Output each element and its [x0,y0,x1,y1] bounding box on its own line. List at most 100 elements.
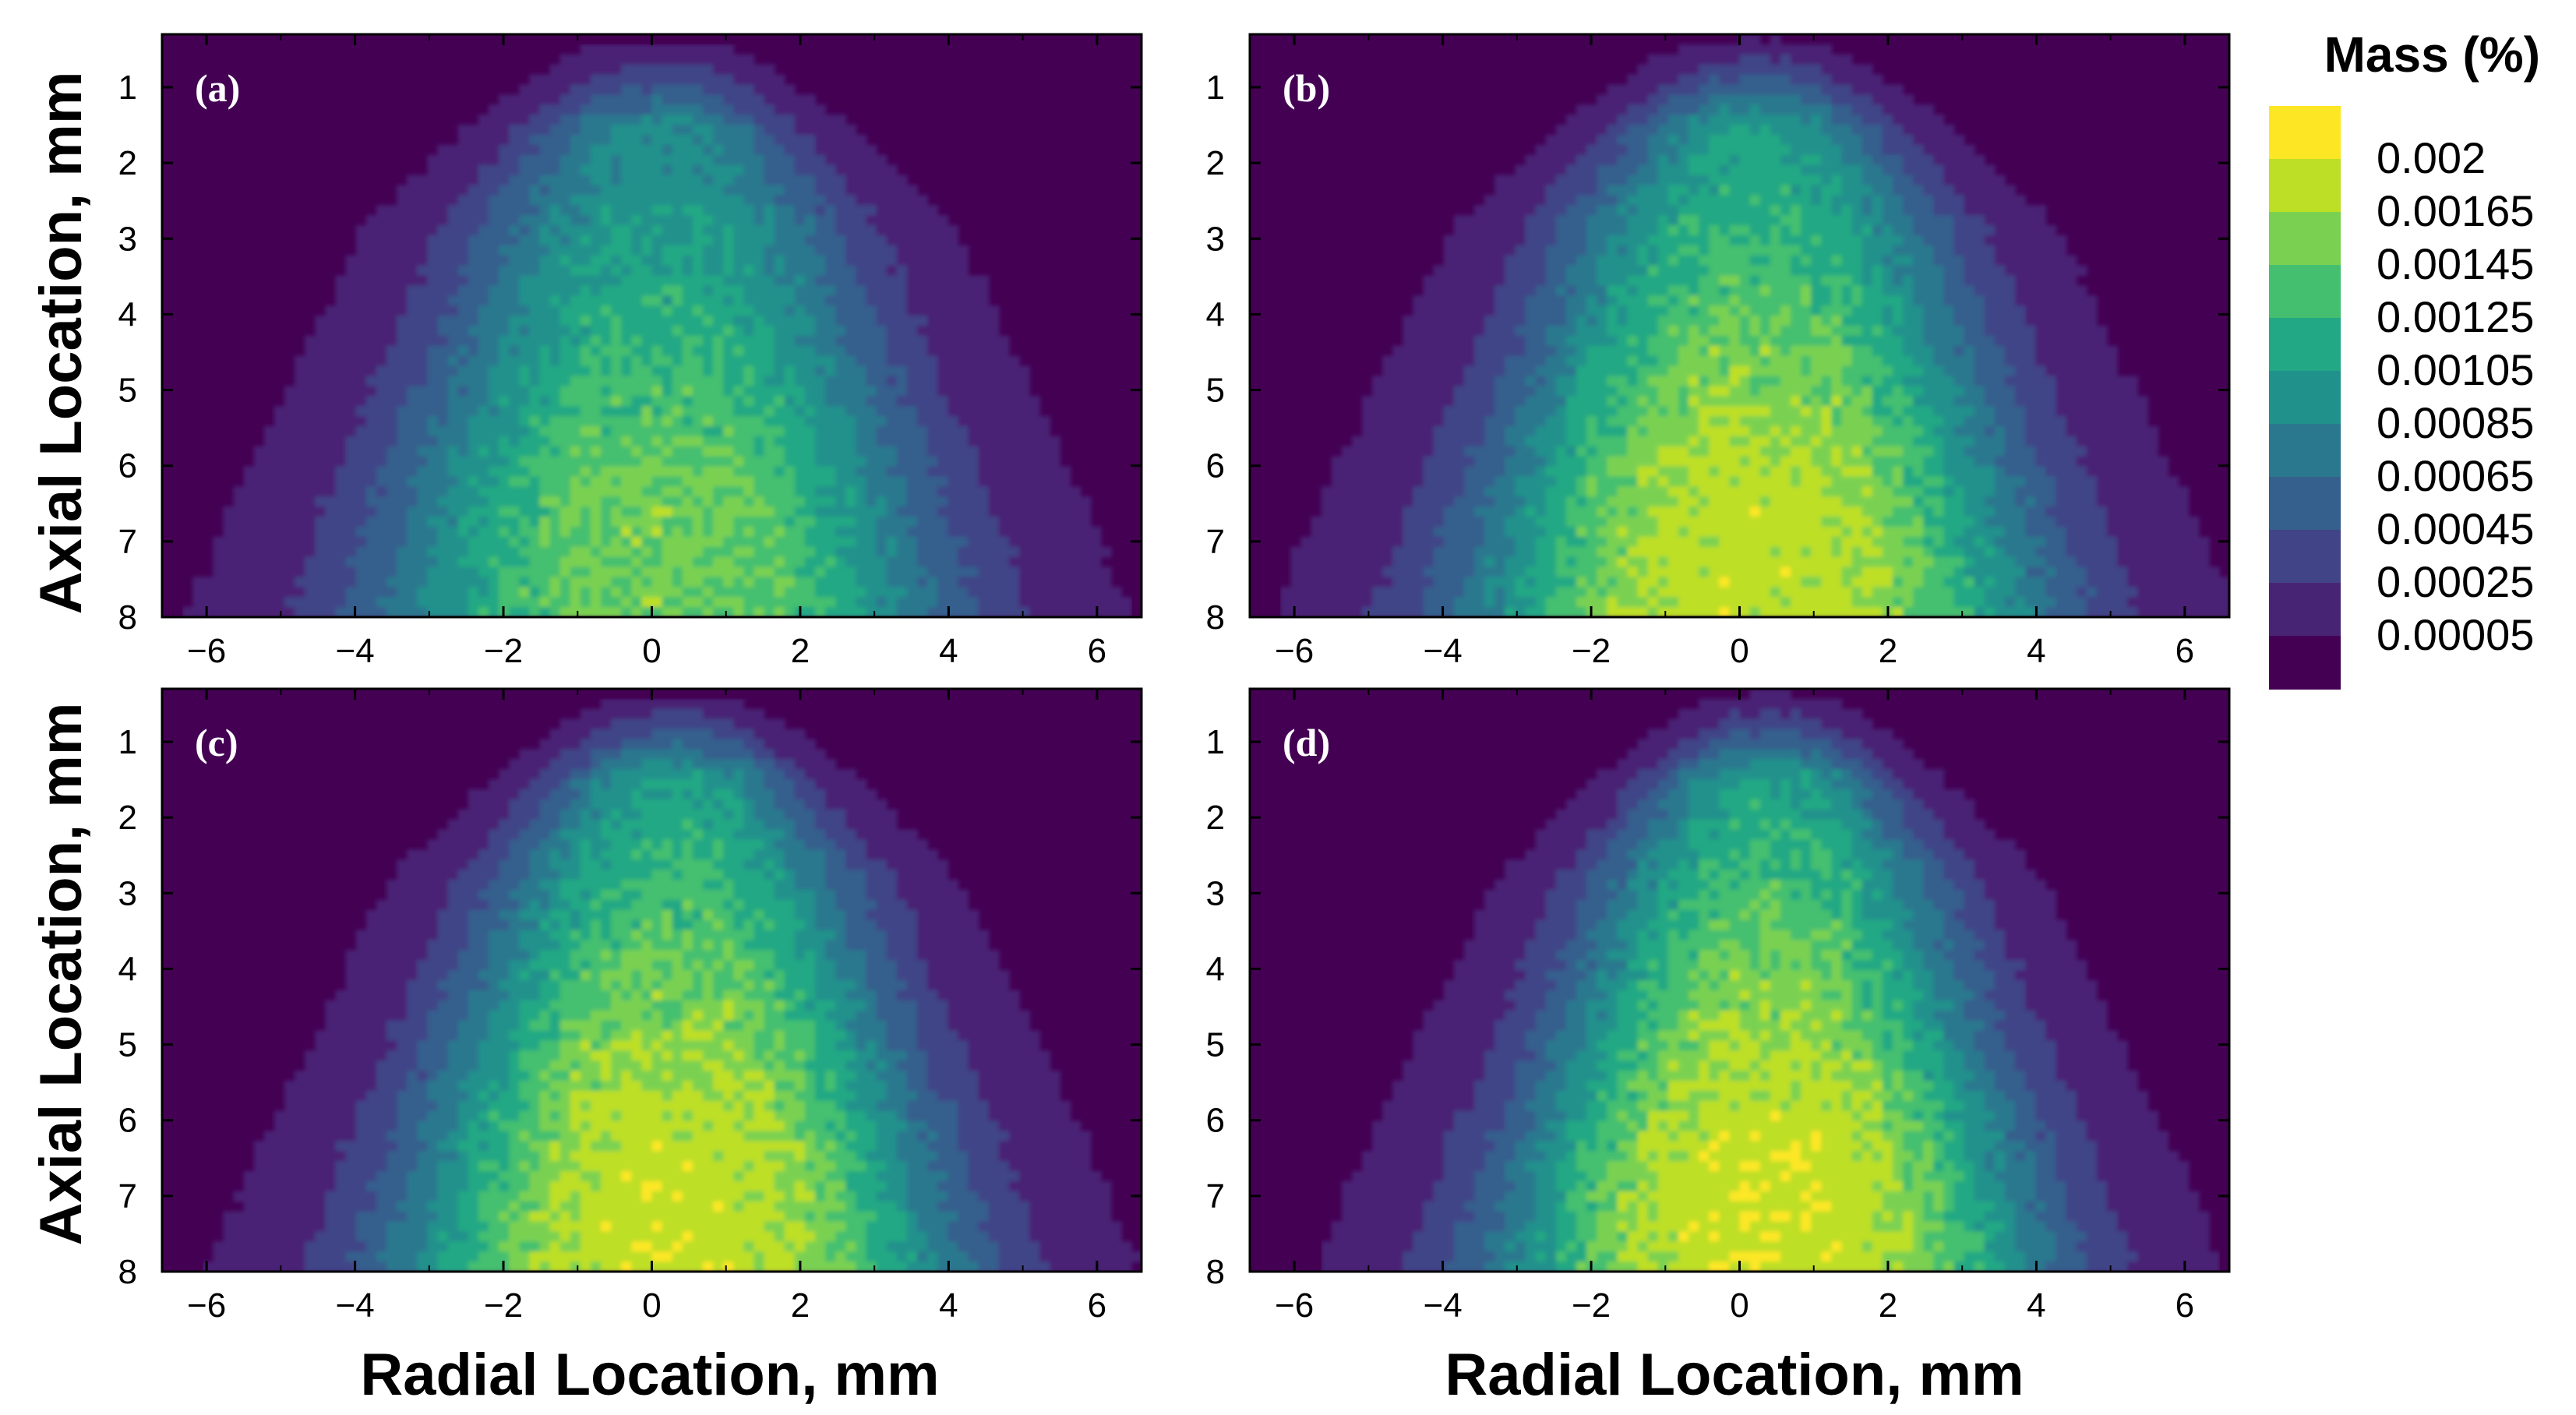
contour-cell [1933,205,1945,216]
contour-cell [682,546,693,558]
contour-cell [937,556,949,568]
contour-cell [845,235,857,246]
contour-cell [1607,235,1618,246]
contour-cell [1060,556,1071,568]
contour-cell [376,295,387,307]
contour-cell [815,355,826,367]
contour-cell [1689,195,1699,206]
contour-cell [866,546,877,558]
contour-cell [1790,154,1801,166]
contour-cell [2004,305,2016,316]
contour-cell [2015,205,2026,216]
contour-cell [988,335,1000,347]
contour-cell [335,355,347,367]
contour-cell [539,486,551,498]
contour-cell [325,436,337,447]
contour-cell [743,335,755,347]
contour-cell [1780,74,1791,86]
contour-cell [713,215,724,226]
contour-cell [457,587,469,598]
contour-cell [937,536,949,548]
contour-cell [774,335,785,347]
contour-cell [621,466,633,478]
contour-cell [815,175,826,186]
contour-cell [1576,316,1587,326]
contour-cell [753,386,765,397]
contour-cell [866,386,877,397]
contour-cell [509,376,520,387]
contour-cell [345,355,357,367]
contour-cell [559,154,571,166]
contour-cell [611,496,623,507]
contour-cell [631,406,643,417]
contour-cell [713,115,724,125]
contour-cell [723,546,735,558]
contour-cell [916,546,928,558]
contour-cell [682,335,693,347]
contour-cell [1515,225,1526,236]
contour-cell [1739,104,1751,115]
contour-cell [437,466,449,478]
contour-cell [743,587,755,598]
contour-cell [549,316,561,326]
contour-cell [499,345,510,357]
contour-cell [784,255,796,266]
contour-cell [2015,265,2026,277]
contour-cell [427,396,439,407]
contour-cell [1637,154,1649,166]
contour-cell [1689,125,1699,136]
contour-cell [723,566,735,578]
contour-cell [365,386,377,397]
contour-cell [998,376,1010,387]
contour-cell [662,316,673,326]
contour-cell [1709,215,1720,226]
contour-cell [570,305,581,316]
contour-cell [743,436,755,447]
contour-cell [1749,34,1761,45]
contour-cell [1974,225,1985,236]
contour-cell [916,365,928,377]
contour-cell [866,425,877,437]
contour-cell [1689,134,1699,146]
contour-cell [274,416,285,427]
contour-cell [651,506,663,517]
contour-cell [284,517,296,528]
contour-cell [1545,164,1557,176]
contour-cell [978,577,990,588]
contour-cell [876,386,887,397]
contour-cell [253,597,265,608]
contour-cell [519,607,531,618]
contour-cell [325,345,337,357]
contour-cell [641,365,653,377]
contour-cell [559,556,571,568]
contour-cell [559,396,571,407]
contour-cell [682,425,693,437]
contour-cell [489,577,499,588]
contour-cell [601,566,612,578]
contour-cell [774,275,785,287]
contour-cell [1008,406,1020,417]
contour-cell [774,546,785,558]
contour-cell [723,265,735,277]
contour-cell [774,175,785,186]
contour-cell [621,456,633,468]
contour-cell [692,205,704,216]
contour-cell [896,345,908,357]
contour-cell [580,265,591,277]
contour-cell [611,305,623,316]
contour-cell [1008,517,1020,528]
contour-cell [1039,496,1050,507]
contour-cell [417,597,429,608]
contour-cell [1903,175,1914,186]
contour-cell [549,335,561,347]
contour-cell [845,316,857,326]
contour-cell [978,476,990,488]
contour-cell [386,587,397,598]
contour-cell [1050,587,1061,598]
contour-cell [1018,517,1030,528]
contour-cell [1647,125,1659,136]
contour-cell [1678,215,1689,226]
contour-cell [641,104,653,115]
contour-cell [692,104,704,115]
contour-cell [1576,265,1587,277]
